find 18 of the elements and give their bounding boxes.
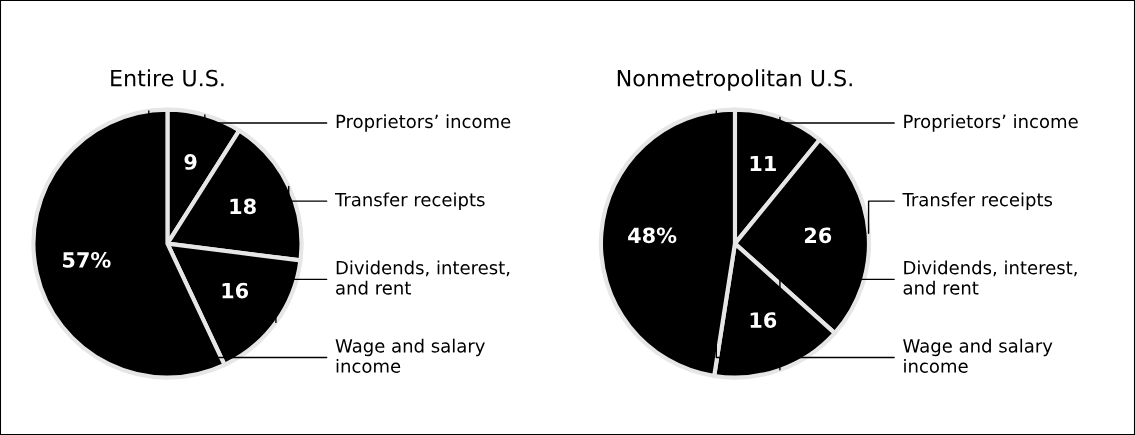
chart-title: Nonmetropolitan U.S. [617, 69, 852, 91]
slice-label: Wage and salary income [335, 338, 485, 373]
data-label: 48% [628, 227, 677, 244]
slice-label: Proprietors’ income [904, 114, 1078, 132]
slice-label: Transfer receipts [334, 192, 485, 210]
data-label: 57% [63, 252, 111, 268]
slice-label: Wage and salary income [903, 338, 1053, 373]
data-label: 9 [184, 154, 197, 170]
slice-label: Transfer receipts [902, 192, 1053, 210]
slice-label: Proprietors’ income [336, 114, 511, 132]
slice-label: Dividends, interest, and rent [336, 260, 510, 295]
data-label: 18 [230, 198, 256, 215]
data-label: 16 [222, 282, 249, 299]
data-label: 16 [750, 312, 777, 328]
chart-title: Entire U.S. [111, 69, 224, 87]
slice-label: Dividends, interest, and rent [903, 260, 1077, 295]
data-label: 11 [750, 155, 776, 172]
data-label: 26 [804, 227, 832, 244]
